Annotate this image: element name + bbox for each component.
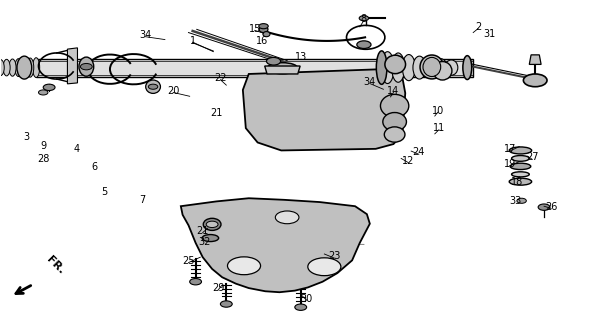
Circle shape: [295, 304, 307, 310]
Ellipse shape: [383, 113, 407, 131]
Ellipse shape: [377, 51, 387, 84]
Text: 4: 4: [73, 144, 79, 154]
Text: 6: 6: [91, 162, 97, 172]
Ellipse shape: [263, 32, 270, 37]
Text: 20: 20: [167, 85, 179, 96]
Text: 12: 12: [402, 156, 414, 166]
Text: 16: 16: [256, 36, 268, 45]
Ellipse shape: [3, 59, 10, 76]
Circle shape: [81, 63, 92, 70]
Text: 17: 17: [504, 144, 516, 154]
Ellipse shape: [267, 63, 298, 74]
Polygon shape: [67, 48, 78, 84]
Polygon shape: [36, 59, 473, 76]
Ellipse shape: [15, 59, 22, 76]
Ellipse shape: [445, 60, 458, 75]
Circle shape: [189, 278, 201, 285]
Text: 25: 25: [182, 256, 195, 266]
Text: 11: 11: [433, 123, 445, 132]
Ellipse shape: [259, 26, 268, 33]
Ellipse shape: [511, 156, 529, 161]
Ellipse shape: [510, 163, 531, 170]
Text: 29: 29: [212, 283, 224, 293]
Text: 27: 27: [526, 152, 539, 163]
Ellipse shape: [434, 59, 447, 76]
Ellipse shape: [511, 172, 529, 177]
Text: 5: 5: [101, 188, 107, 197]
Circle shape: [538, 204, 550, 210]
Ellipse shape: [423, 57, 440, 76]
Circle shape: [517, 198, 526, 203]
Circle shape: [206, 221, 218, 228]
Ellipse shape: [203, 218, 221, 230]
Ellipse shape: [509, 147, 532, 154]
Ellipse shape: [33, 58, 40, 77]
Ellipse shape: [509, 178, 532, 185]
Text: 26: 26: [545, 202, 557, 212]
Polygon shape: [529, 55, 541, 64]
Circle shape: [43, 84, 55, 91]
Circle shape: [266, 57, 281, 65]
Ellipse shape: [403, 54, 416, 81]
Text: 2: 2: [475, 22, 481, 32]
Circle shape: [220, 301, 232, 307]
Ellipse shape: [27, 58, 34, 77]
Ellipse shape: [381, 94, 409, 117]
Circle shape: [359, 16, 369, 21]
Ellipse shape: [463, 56, 472, 80]
Text: 28: 28: [37, 154, 49, 164]
Text: 8: 8: [361, 14, 367, 24]
Ellipse shape: [0, 60, 4, 76]
Circle shape: [308, 258, 341, 276]
Text: 10: 10: [432, 106, 444, 116]
Text: FR.: FR.: [45, 255, 66, 276]
Text: 14: 14: [387, 85, 400, 96]
Ellipse shape: [420, 55, 443, 79]
Text: 24: 24: [413, 147, 425, 157]
Text: 21: 21: [210, 108, 223, 118]
Text: 15: 15: [249, 24, 261, 34]
Ellipse shape: [79, 57, 94, 76]
Text: 18: 18: [511, 177, 523, 187]
Text: 9: 9: [40, 141, 46, 151]
Ellipse shape: [385, 55, 406, 74]
Polygon shape: [181, 198, 370, 292]
Circle shape: [357, 41, 371, 49]
Circle shape: [259, 24, 268, 29]
Text: 34: 34: [139, 30, 152, 40]
Ellipse shape: [392, 53, 405, 82]
Ellipse shape: [9, 59, 16, 76]
Text: 13: 13: [295, 52, 307, 62]
Ellipse shape: [413, 56, 426, 79]
Circle shape: [38, 90, 48, 95]
Text: 3: 3: [23, 132, 29, 142]
Text: 23: 23: [328, 251, 340, 261]
Circle shape: [275, 211, 299, 224]
Text: 32: 32: [198, 237, 211, 247]
Text: 1: 1: [189, 36, 196, 45]
Text: 7: 7: [139, 195, 146, 205]
Ellipse shape: [384, 127, 405, 142]
Ellipse shape: [21, 58, 28, 77]
Text: 33: 33: [510, 196, 522, 206]
Text: 31: 31: [484, 29, 496, 39]
Circle shape: [227, 257, 260, 275]
Ellipse shape: [433, 61, 452, 80]
Polygon shape: [265, 66, 300, 74]
Ellipse shape: [17, 56, 32, 79]
Ellipse shape: [146, 80, 160, 93]
Text: 19: 19: [504, 159, 516, 169]
Circle shape: [523, 74, 547, 87]
Circle shape: [149, 84, 158, 89]
Text: 22: 22: [214, 73, 227, 83]
Ellipse shape: [381, 52, 394, 84]
Text: 21: 21: [197, 226, 209, 236]
Text: 30: 30: [301, 293, 313, 304]
Text: 34: 34: [363, 77, 376, 87]
Ellipse shape: [202, 235, 218, 242]
Polygon shape: [243, 69, 406, 150]
Ellipse shape: [423, 57, 436, 78]
